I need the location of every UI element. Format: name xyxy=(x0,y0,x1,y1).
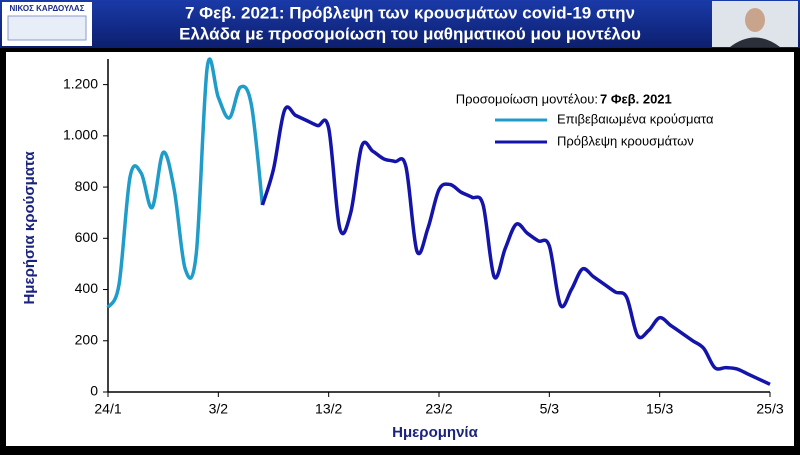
series-line xyxy=(260,105,771,386)
y-tick-label: 0 xyxy=(90,383,98,399)
x-tick-label: 3/2 xyxy=(209,401,229,417)
y-tick-label: 400 xyxy=(75,280,99,296)
logo-name: ΝΙΚΟΣ ΚΑΡΔΟΥΛΑΣ xyxy=(9,4,84,13)
header-bar xyxy=(0,0,800,48)
y-tick-label: 600 xyxy=(75,229,99,245)
x-tick-label: 5/3 xyxy=(540,401,560,417)
title-line: Ελλάδα με προσομοίωση του μαθηματικού μο… xyxy=(179,24,641,43)
x-tick-label: 24/1 xyxy=(94,401,121,417)
x-tick-label: 13/2 xyxy=(315,401,342,417)
portrait-face xyxy=(745,8,765,32)
legend-title: Προσομοίωση μοντέλου: xyxy=(456,91,598,106)
portrait-suit xyxy=(730,37,780,47)
series-line xyxy=(106,57,265,309)
x-tick-label: 23/2 xyxy=(425,401,452,417)
x-tick-label: 15/3 xyxy=(646,401,673,417)
y-axis-title: Ημερήσια κρούσματα xyxy=(21,151,38,305)
y-tick-label: 200 xyxy=(75,331,99,347)
legend-title-date: 7 Φεβ. 2021 xyxy=(600,91,672,106)
legend-label: Πρόβλεψη κρουσμάτων xyxy=(557,133,694,148)
logo-graphic xyxy=(7,15,87,41)
y-tick-label: 800 xyxy=(75,178,99,194)
legend-label: Επιβεβαιωμένα κρούσματα xyxy=(557,111,714,126)
y-tick-label: 1.200 xyxy=(63,75,98,91)
chart-area xyxy=(6,52,794,446)
x-tick-label: 25/3 xyxy=(756,401,783,417)
x-axis-title: Ημερομηνία xyxy=(392,424,478,441)
y-tick-label: 1.000 xyxy=(63,127,98,143)
title-line: 7 Φεβ. 2021: Πρόβλεψη των κρουσμάτων cov… xyxy=(185,3,635,22)
